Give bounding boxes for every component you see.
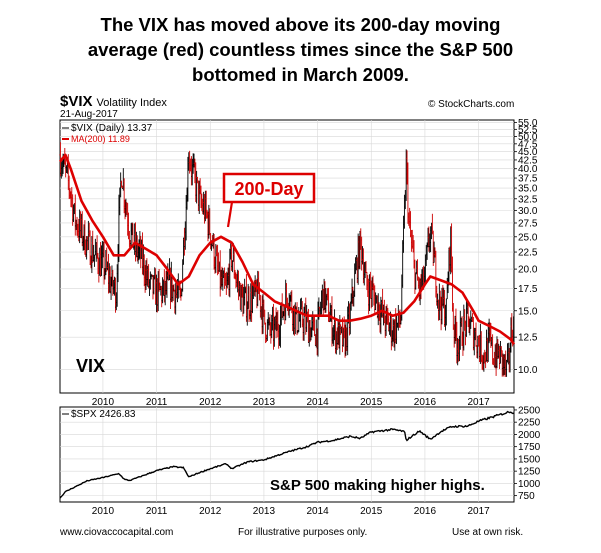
vix-y-tick-label: 27.5 bbox=[518, 218, 538, 229]
spx-y-tick-label: 1250 bbox=[518, 467, 541, 478]
vix-y-tick-label: 40.0 bbox=[518, 164, 538, 175]
vix-y-tick-label: 42.5 bbox=[518, 155, 538, 166]
symbol-label: $VIX Volatility Index bbox=[60, 93, 167, 110]
vix-x-tick-label: 2016 bbox=[414, 397, 437, 408]
vix-y-tick-label: 10.0 bbox=[518, 365, 538, 376]
spx-x-tick-label: 2016 bbox=[414, 506, 437, 517]
vix-y-tick-label: 55.0 bbox=[518, 118, 538, 129]
vix-y-tick-label: 15.0 bbox=[518, 306, 538, 317]
spx-x-tick-label: 2012 bbox=[199, 506, 222, 517]
vix-y-tick-label: 25.0 bbox=[518, 232, 538, 243]
spx-x-tick-label: 2011 bbox=[146, 506, 168, 517]
vix-x-tick-label: 2015 bbox=[360, 397, 383, 408]
spx-y-tick-label: 1750 bbox=[518, 442, 541, 453]
vix-legend-ma: MA(200) 11.89 bbox=[71, 134, 130, 144]
vix-y-tick-label: 50.0 bbox=[518, 132, 538, 143]
spx-legend: $SPX 2426.83 bbox=[71, 409, 136, 420]
headline-line-2: average (red) countless times since the … bbox=[87, 39, 514, 60]
vix-y-tick-label: 22.5 bbox=[518, 248, 538, 259]
spx-x-tick-label: 2010 bbox=[92, 506, 115, 517]
vix-x-tick-label: 2011 bbox=[146, 397, 168, 408]
footer-website: www.ciovaccocapital.com bbox=[60, 527, 174, 538]
vix-legend-price: $VIX (Daily) 13.37 bbox=[71, 123, 153, 134]
vix-y-tick-label: 52.5 bbox=[518, 125, 538, 136]
vix-panel-frame bbox=[59, 119, 515, 394]
vix-y-tick-label: 12.5 bbox=[518, 333, 538, 344]
vix-y-tick-label: 30.0 bbox=[518, 206, 538, 217]
vix-y-tick-label: 32.5 bbox=[518, 194, 538, 205]
symbol-name: $VIX bbox=[60, 93, 93, 110]
spx-y-tick-label: 2000 bbox=[518, 430, 541, 441]
headline-line-3: bottomed in March 2009. bbox=[192, 64, 409, 85]
spx-y-tick-label: 2250 bbox=[518, 418, 541, 429]
chart-date: 21-Aug-2017 bbox=[60, 109, 118, 120]
spx-x-tick-label: 2013 bbox=[253, 506, 276, 517]
vix-x-tick-label: 2014 bbox=[306, 397, 329, 408]
vix-y-tick-label: 45.0 bbox=[518, 147, 538, 158]
headline-line-1: The VIX has moved above its 200-day movi… bbox=[100, 14, 501, 35]
vix-y-tick-label: 20.0 bbox=[518, 265, 538, 276]
vix-y-tick-label: 17.5 bbox=[518, 284, 538, 295]
headline: The VIX has moved above its 200-day movi… bbox=[0, 12, 601, 87]
vix-x-tick-label: 2010 bbox=[92, 397, 115, 408]
vix-panel-label: VIX bbox=[76, 356, 105, 376]
spx-panel-annotation: S&P 500 making higher highs. bbox=[270, 477, 485, 494]
vix-x-tick-label: 2012 bbox=[199, 397, 222, 408]
vix-x-tick-label: 2013 bbox=[253, 397, 276, 408]
vix-y-tick-label: 35.0 bbox=[518, 184, 538, 195]
spx-y-tick-label: 1000 bbox=[518, 479, 541, 490]
spx-panel-frame bbox=[59, 406, 515, 503]
spx-y-tick-label: 750 bbox=[518, 491, 535, 502]
ma-callout-box bbox=[222, 172, 316, 204]
vix-y-tick-label: 47.5 bbox=[518, 139, 538, 150]
symbol-desc: Volatility Index bbox=[96, 97, 167, 109]
vix-y-tick-label: 37.5 bbox=[518, 174, 538, 185]
footer-disclaimer: For illustrative purposes only. bbox=[238, 527, 368, 538]
spx-x-tick-label: 2017 bbox=[467, 506, 490, 517]
spx-x-tick-label: 2015 bbox=[360, 506, 383, 517]
ma-callout-label: 200-Day bbox=[234, 179, 303, 199]
spx-x-tick-label: 2014 bbox=[306, 506, 329, 517]
vix-ma200-line bbox=[58, 153, 516, 346]
vix-x-tick-label: 2017 bbox=[467, 397, 490, 408]
spx-price-line bbox=[59, 410, 515, 499]
ma-callout-pointer bbox=[226, 201, 234, 228]
spx-y-tick-label: 1500 bbox=[518, 454, 541, 465]
spx-y-tick-label: 2500 bbox=[518, 405, 541, 416]
footer-risk: Use at own risk. bbox=[452, 527, 524, 538]
stockcharts-credit: © StockCharts.com bbox=[428, 99, 515, 110]
